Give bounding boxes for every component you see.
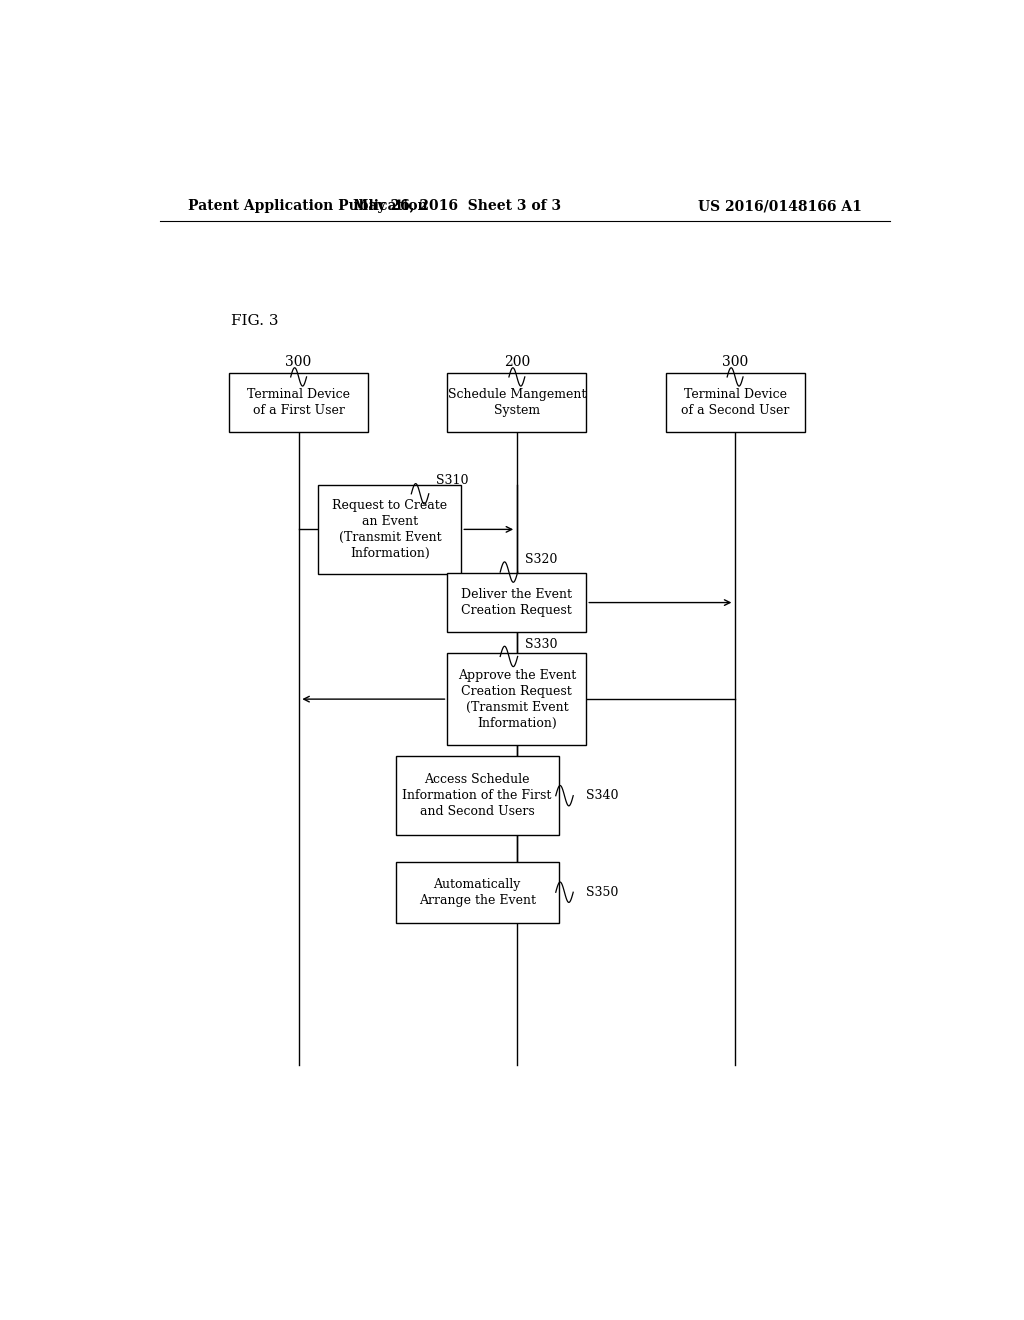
Text: Terminal Device
of a Second User: Terminal Device of a Second User <box>681 388 790 417</box>
Text: S330: S330 <box>524 638 557 651</box>
Text: 200: 200 <box>504 355 530 368</box>
FancyBboxPatch shape <box>396 756 558 836</box>
Text: Automatically
Arrange the Event: Automatically Arrange the Event <box>419 878 536 907</box>
FancyBboxPatch shape <box>396 756 558 836</box>
Text: Request to Create
an Event
(Transmit Event
Information): Request to Create an Event (Transmit Eve… <box>333 499 447 560</box>
Text: Schedule Mangement
System: Schedule Mangement System <box>447 388 586 417</box>
FancyBboxPatch shape <box>396 862 558 923</box>
Text: May 26, 2016  Sheet 3 of 3: May 26, 2016 Sheet 3 of 3 <box>353 199 561 213</box>
FancyBboxPatch shape <box>229 372 368 432</box>
Text: Terminal Device
of a First User: Terminal Device of a First User <box>247 388 350 417</box>
Text: Approve the Event
Creation Request
(Transmit Event
Information): Approve the Event Creation Request (Tran… <box>458 669 575 730</box>
FancyBboxPatch shape <box>447 653 587 744</box>
Text: Patent Application Publication: Patent Application Publication <box>187 199 427 213</box>
Text: S310: S310 <box>436 474 468 487</box>
Text: 300: 300 <box>722 355 749 368</box>
Text: S350: S350 <box>586 886 618 899</box>
Text: Access Schedule
Information of the First
and Second Users: Access Schedule Information of the First… <box>402 774 552 818</box>
FancyBboxPatch shape <box>318 484 462 574</box>
FancyBboxPatch shape <box>447 573 587 632</box>
Text: FIG. 3: FIG. 3 <box>231 314 279 329</box>
FancyBboxPatch shape <box>666 372 805 432</box>
Text: US 2016/0148166 A1: US 2016/0148166 A1 <box>698 199 862 213</box>
FancyBboxPatch shape <box>318 484 462 574</box>
FancyBboxPatch shape <box>447 573 587 632</box>
FancyBboxPatch shape <box>447 372 587 432</box>
Text: Deliver the Event
Creation Request: Deliver the Event Creation Request <box>462 589 572 616</box>
Text: 300: 300 <box>286 355 311 368</box>
FancyBboxPatch shape <box>396 862 558 923</box>
FancyBboxPatch shape <box>447 653 587 744</box>
Text: S340: S340 <box>586 789 618 803</box>
Text: S320: S320 <box>524 553 557 566</box>
